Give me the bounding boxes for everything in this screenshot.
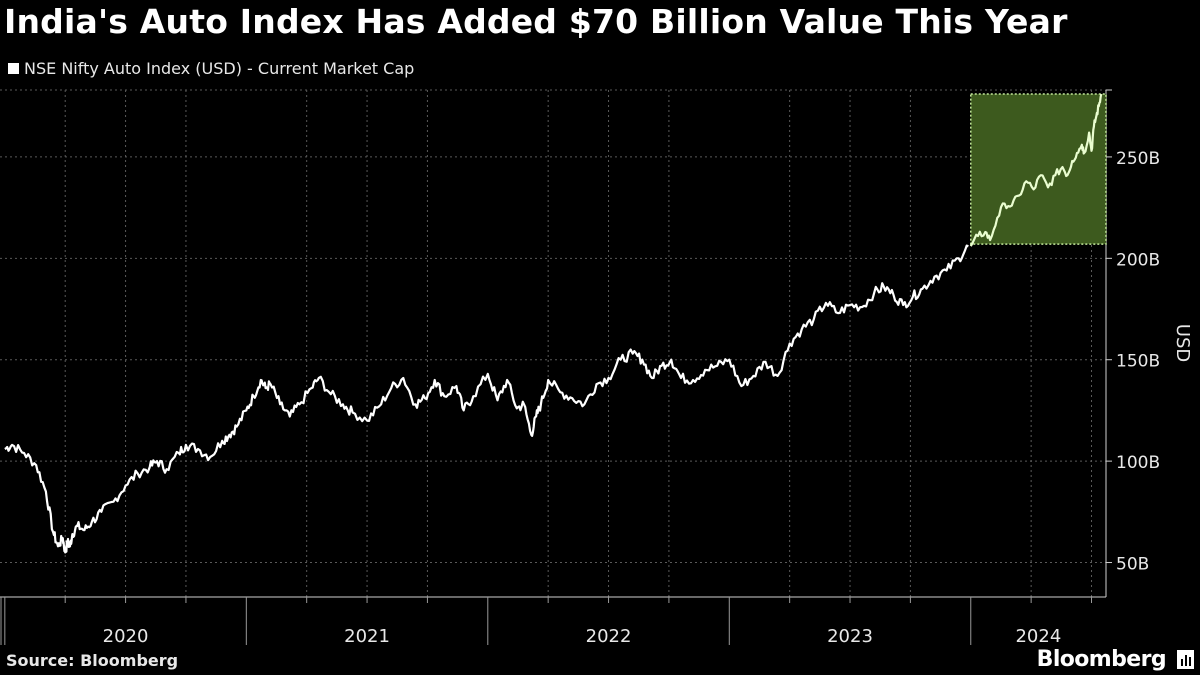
legend-label: NSE Nifty Auto Index (USD) - Current Mar… — [24, 59, 415, 78]
x-year-label: 2022 — [586, 626, 632, 647]
y-tick-label: 250B — [1116, 149, 1160, 169]
y-tick-label: 100B — [1116, 453, 1160, 473]
highlight-box-2024 — [970, 93, 1107, 245]
legend-swatch — [8, 63, 19, 74]
x-year-label: 2021 — [344, 626, 390, 647]
source-note: Source: Bloomberg — [6, 651, 179, 670]
x-year-label: 2023 — [827, 626, 873, 647]
legend: NSE Nifty Auto Index (USD) - Current Mar… — [8, 59, 414, 78]
chart-title: India's Auto Index Has Added $70 Billion… — [4, 2, 1068, 41]
y-tick-label: 200B — [1116, 250, 1160, 270]
series-line — [4, 244, 969, 554]
y-tick-label: 150B — [1116, 352, 1160, 372]
y-axis-title: USD — [1172, 324, 1193, 362]
x-year-label: 2024 — [1015, 626, 1061, 647]
brand-logo: Bloomberg — [1036, 647, 1167, 672]
x-year-label: 2020 — [103, 626, 149, 647]
y-tick-label: 50B — [1116, 555, 1149, 575]
bloomberg-icon — [1177, 650, 1194, 669]
series-line-2024 — [969, 93, 1103, 247]
